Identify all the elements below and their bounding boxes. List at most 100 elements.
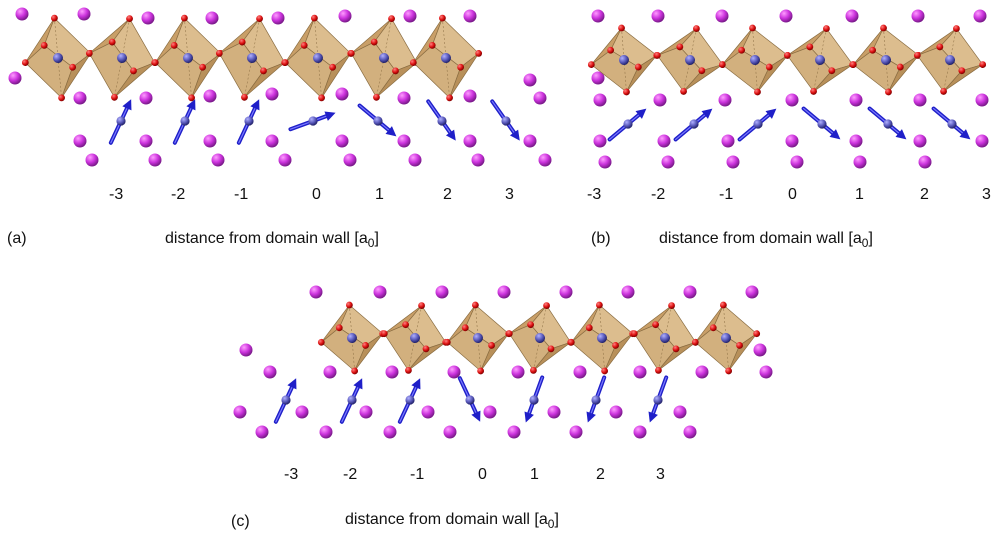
a-site-atom-icon-a-17	[533, 91, 547, 105]
a-site-atom-icon-a-5	[338, 9, 352, 23]
oxygen-atom-icon-c-2-5	[488, 342, 495, 349]
tick-a-1: -2	[171, 186, 186, 203]
a-site-atom-icon-a-14	[397, 91, 411, 105]
oxygen-atom-icon-c-5-3	[655, 367, 662, 374]
oxygen-atom-icon-c-2-2	[471, 301, 479, 309]
spin-arrow-icon-a-2	[236, 99, 260, 145]
a-site-atom-icon-a-28	[211, 153, 225, 167]
a-site-atom-icon-c-13	[511, 365, 525, 379]
oxygen-atom-icon-b-1-2	[693, 25, 700, 32]
a-site-atom-icon-c-4	[559, 285, 573, 299]
a-site-atom-icon-b-0	[591, 9, 605, 23]
a-site-atom-icon-c-2	[435, 285, 449, 299]
spin-arrow-icon-c-3	[457, 376, 481, 422]
spin-arrow-icon-c-5-atom	[591, 395, 601, 405]
oxygen-atom-icon-c-1-4	[402, 321, 410, 329]
a-site-atom-icon-c-16	[695, 365, 709, 379]
a-site-atom-icon-a-7	[463, 9, 477, 23]
a-site-atom-icon-c-9	[263, 365, 277, 379]
oxygen-atom-icon-c-6-2	[719, 301, 727, 309]
oxygen-atom-icon-c-1-3	[405, 367, 412, 374]
oxygen-atom-icon-a-0-3	[58, 94, 65, 102]
a-site-atom-icon-b-8	[593, 93, 607, 107]
axis-title-b-suffix: ]	[868, 230, 873, 247]
spin-arrow-icon-c-6-atom	[653, 395, 663, 405]
oxygen-atom-icon-b-4-4	[869, 46, 877, 54]
spin-arrow-icon-a-0	[108, 99, 132, 145]
oxygen-atom-icon-b-5-0	[913, 52, 921, 59]
b-site-atom-icon-a-3	[247, 53, 257, 63]
a-site-atom-icon-c-15	[633, 365, 647, 379]
oxygen-atom-icon-c-4-0	[567, 338, 575, 346]
tick-b-4: 1	[855, 186, 864, 203]
a-site-atom-icon-b-17	[721, 134, 735, 148]
a-site-atom-icon-c-19	[233, 405, 247, 419]
oxygen-atom-icon-c-6-4	[709, 324, 717, 332]
tick-a-3: 0	[312, 186, 321, 203]
oxygen-atom-icon-b-1-3	[680, 88, 687, 95]
spin-arrow-icon-b-4	[867, 106, 907, 140]
oxygen-atom-icon-a-3-3	[241, 93, 248, 101]
b-site-atom-icon-a-6	[441, 53, 451, 63]
a-site-atom-icon-c-10	[323, 365, 337, 379]
a-site-atom-icon-c-6	[683, 285, 697, 299]
oxygen-atom-icon-a-1-2	[126, 15, 133, 23]
octahedron-icon-a-0	[21, 14, 95, 102]
oxygen-atom-icon-b-3-4	[806, 43, 814, 51]
a-site-atom-icon-c-24	[547, 405, 561, 419]
tick-b-6: 3	[982, 186, 991, 203]
oxygen-atom-icon-b-1-4	[676, 43, 684, 51]
a-site-atom-icon-b-20	[913, 134, 927, 148]
oxygen-atom-icon-b-2-4	[738, 46, 746, 54]
oxygen-atom-icon-c-3-0	[505, 330, 513, 338]
b-site-atom-icon-b-5	[945, 55, 955, 65]
oxygen-atom-icon-c-5-2	[668, 302, 675, 309]
oxygen-atom-icon-a-1-3	[111, 93, 118, 101]
oxygen-atom-icon-a-2-5	[199, 63, 207, 71]
oxygen-atom-icon-c-1-2	[418, 302, 425, 309]
spin-arrow-icon-b-0-atom	[623, 119, 633, 129]
oxygen-atom-icon-a-3-4	[238, 38, 246, 46]
spin-arrow-icon-a-0-atom	[116, 116, 126, 126]
oxygen-atom-icon-b-5-5	[958, 67, 966, 75]
oxygen-atom-icon-c-4-4	[585, 324, 593, 332]
spin-arrow-icon-b-3-atom	[817, 119, 827, 129]
a-site-atom-icon-a-8	[8, 71, 22, 85]
oxygen-atom-icon-a-1-0	[85, 50, 93, 57]
b-site-atom-icon-b-0	[619, 55, 629, 65]
oxygen-atom-icon-c-6-1	[753, 330, 761, 338]
axis-title-c: distance from domain wall [a0]	[345, 511, 559, 531]
axis-title-b: distance from domain wall [a0]	[659, 230, 873, 250]
b-site-atom-icon-b-4	[881, 55, 891, 65]
tick-b-1: -2	[651, 186, 666, 203]
spin-arrow-icon-c-1	[339, 378, 363, 424]
b-site-atom-icon-a-0	[53, 53, 63, 63]
a-site-atom-icon-c-32	[569, 425, 583, 439]
oxygen-atom-icon-c-0-5	[362, 342, 369, 349]
a-site-atom-icon-c-12	[447, 365, 461, 379]
a-site-atom-icon-a-25	[523, 134, 537, 148]
a-site-atom-icon-c-20	[295, 405, 309, 419]
a-site-atom-icon-a-23	[397, 134, 411, 148]
oxygen-atom-icon-b-4-2	[880, 24, 887, 32]
octahedron-icon-c-4	[567, 301, 637, 375]
b-site-atom-icon-c-2	[473, 333, 483, 343]
a-site-atom-icon-c-29	[383, 425, 397, 439]
oxygen-atom-icon-a-3-0	[215, 50, 223, 57]
b-site-atom-icon-a-2	[183, 53, 193, 63]
a-site-atom-icon-b-10	[718, 93, 732, 107]
a-site-atom-icon-a-2	[141, 11, 155, 25]
spin-arrow-icon-a-1-atom	[180, 116, 190, 126]
oxygen-atom-icon-b-2-3	[754, 88, 761, 96]
spin-arrow-icon-b-0	[607, 108, 647, 142]
oxygen-atom-icon-c-6-5	[736, 342, 743, 349]
spin-arrow-icon-b-1	[673, 108, 713, 142]
oxygen-atom-icon-c-4-3	[601, 367, 609, 375]
a-site-atom-icon-c-11	[385, 365, 399, 379]
oxygen-atom-icon-a-0-2	[51, 14, 58, 22]
axis-title-a-suffix: ]	[374, 230, 379, 247]
tick-b-5: 2	[920, 186, 929, 203]
spin-arrow-icon-c-2	[397, 378, 421, 424]
a-site-atom-icon-b-5	[911, 9, 925, 23]
oxygen-atom-icon-a-2-0	[151, 59, 159, 66]
